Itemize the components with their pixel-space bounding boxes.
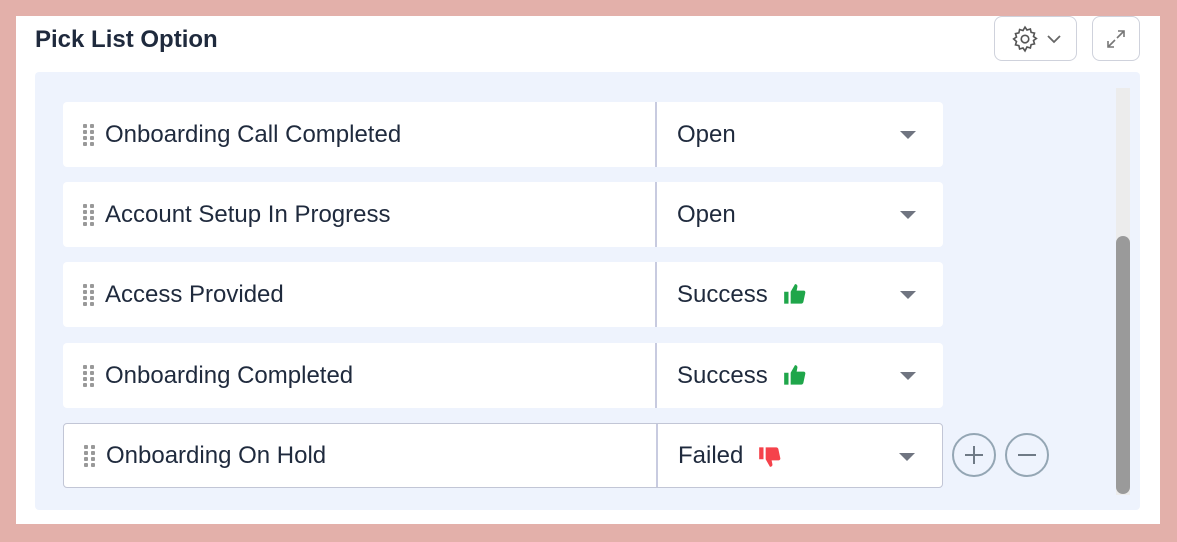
option-label: Access Provided [105, 280, 284, 308]
option-label: Account Setup In Progress [105, 200, 391, 228]
option-name-input[interactable]: Onboarding On Hold [64, 424, 658, 487]
drag-handle-icon[interactable] [83, 364, 95, 387]
status-select[interactable]: Success [657, 343, 943, 408]
option-row: Account Setup In Progress Open [63, 182, 943, 247]
option-label: Onboarding Call Completed [105, 120, 402, 148]
option-name-input[interactable]: Onboarding Call Completed [63, 102, 657, 167]
page-title: Pick List Option [35, 26, 218, 53]
status-select[interactable]: Success [657, 262, 943, 327]
caret-down-icon [900, 211, 916, 219]
caret-down-icon [900, 372, 916, 380]
remove-option-button[interactable] [1005, 433, 1049, 477]
option-row: Onboarding Call Completed Open [63, 102, 943, 167]
drag-handle-icon[interactable] [83, 123, 95, 146]
option-row: Onboarding Completed Success [63, 343, 943, 408]
thumbs-down-icon [759, 446, 781, 467]
status-select[interactable]: Open [657, 102, 943, 167]
settings-dropdown-button[interactable] [994, 16, 1077, 61]
thumbs-up-icon [783, 364, 806, 385]
status-value: Open [677, 200, 736, 228]
option-row: Onboarding On Hold Failed [63, 423, 943, 488]
options-list: Onboarding Call Completed Open Account Set… [35, 72, 1140, 510]
caret-down-icon [900, 131, 916, 139]
status-value: Failed [678, 441, 744, 469]
minus-icon [1018, 454, 1036, 456]
plus-icon [965, 446, 983, 464]
caret-down-icon [899, 453, 915, 461]
status-value: Success [677, 280, 768, 308]
status-select[interactable]: Open [657, 182, 943, 247]
option-name-input[interactable]: Onboarding Completed [63, 343, 657, 408]
add-option-button[interactable] [952, 433, 996, 477]
option-name-input[interactable]: Account Setup In Progress [63, 182, 657, 247]
status-select[interactable]: Failed [658, 424, 942, 487]
chevron-down-icon [1046, 34, 1061, 43]
option-label: Onboarding Completed [105, 361, 354, 389]
drag-handle-icon[interactable] [83, 203, 95, 226]
thumbs-up-icon [783, 283, 806, 304]
pick-list-panel: Pick List Option Onboarding Call Complet… [16, 16, 1160, 524]
gear-icon [1011, 25, 1038, 52]
option-row: Access Provided Success [63, 262, 943, 327]
scrollbar-thumb[interactable] [1116, 236, 1130, 494]
expand-icon [1107, 29, 1125, 48]
option-name-input[interactable]: Access Provided [63, 262, 657, 327]
option-label: Onboarding On Hold [106, 441, 327, 469]
drag-handle-icon[interactable] [83, 283, 95, 306]
status-value: Success [677, 361, 768, 389]
caret-down-icon [900, 291, 916, 299]
expand-button[interactable] [1092, 16, 1140, 61]
status-value: Open [677, 120, 736, 148]
drag-handle-icon[interactable] [84, 444, 96, 467]
